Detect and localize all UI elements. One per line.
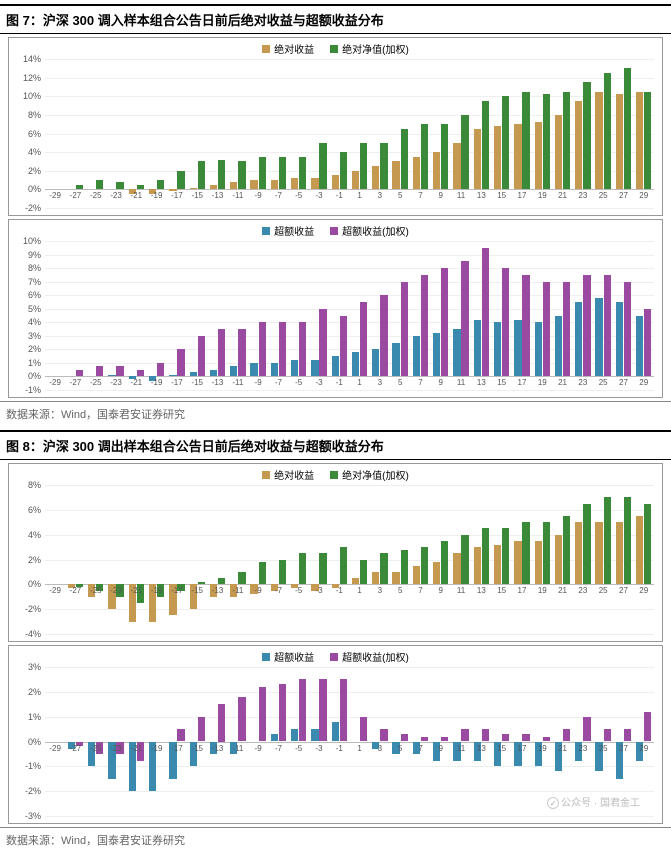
legend-item: 绝对收益 <box>262 41 314 56</box>
figure-title: 图 8：沪深 300 调出样本组合公告日前后绝对收益与超额收益分布 <box>0 432 671 460</box>
legend: 绝对收益 绝对净值(加权) <box>9 38 662 59</box>
source-note: 数据来源：Wind，国泰君安证券研究 <box>0 401 671 426</box>
legend-item: 绝对收益 <box>262 467 314 482</box>
legend-item: 绝对净值(加权) <box>330 467 409 482</box>
source-note: 数据来源：Wind，国泰君安证券研究 <box>0 827 671 852</box>
plot-area: -2%0%2%4%6%8%10%12%14% -29 -27 -25 -23 -… <box>45 59 654 209</box>
legend: 超额收益 超额收益(加权) <box>9 220 662 241</box>
watermark: ✓公众号 · 国君金工 <box>543 793 644 810</box>
chart-panel: 超额收益 超额收益(加权) -1%0%1%2%3%4%5%6%7%8%9%10% … <box>8 219 663 398</box>
legend-item: 绝对净值(加权) <box>330 41 409 56</box>
legend-item: 超额收益(加权) <box>330 649 409 664</box>
plot-area: -4%-2%0%2%4%6%8% -29 -27 -25 -23 -21 -19 <box>45 485 654 635</box>
figure-title: 图 7：沪深 300 调入样本组合公告日前后绝对收益与超额收益分布 <box>0 6 671 34</box>
plot-area: -1%0%1%2%3%4%5%6%7%8%9%10% -29 -27 -25 -… <box>45 241 654 391</box>
chart-panel: 超额收益 超额收益(加权) -3%-2%-1%0%1%2%3% -29 -27 -… <box>8 645 663 824</box>
legend-item: 超额收益 <box>262 649 314 664</box>
legend: 绝对收益 绝对净值(加权) <box>9 464 662 485</box>
fig7: 图 7：沪深 300 调入样本组合公告日前后绝对收益与超额收益分布 绝对收益绝对… <box>0 4 671 426</box>
legend: 超额收益 超额收益(加权) <box>9 646 662 667</box>
legend-item: 超额收益(加权) <box>330 223 409 238</box>
fig8: 图 8：沪深 300 调出样本组合公告日前后绝对收益与超额收益分布 绝对收益绝对… <box>0 430 671 852</box>
chart-panel: 绝对收益 绝对净值(加权) -2%0%2%4%6%8%10%12%14% -29 … <box>8 37 663 216</box>
plot-area: -3%-2%-1%0%1%2%3% -29 -27 -25 -23 -21 -1… <box>45 667 654 817</box>
legend-item: 超额收益 <box>262 223 314 238</box>
chart-panel: 绝对收益 绝对净值(加权) -4%-2%0%2%4%6%8% -29 -27 -2… <box>8 463 663 642</box>
